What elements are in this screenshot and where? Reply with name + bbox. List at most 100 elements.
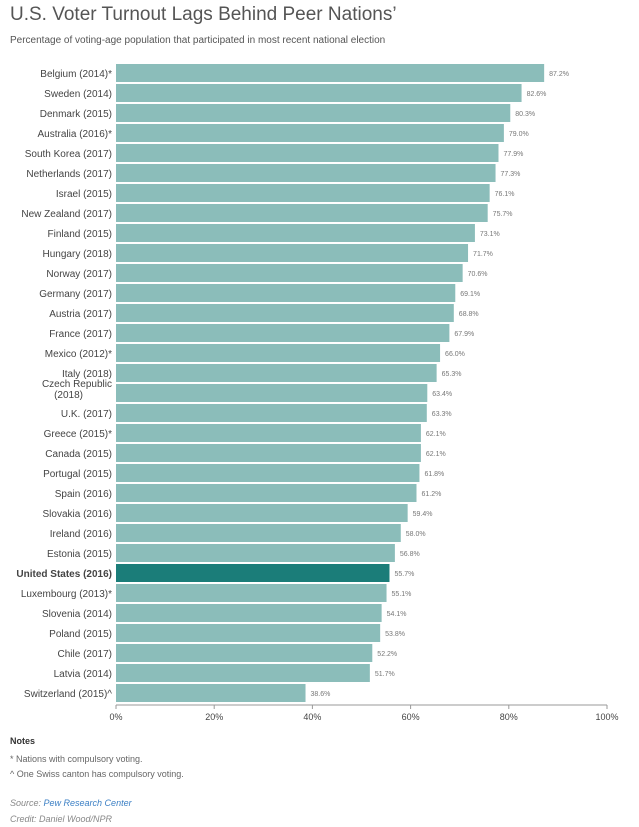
category-label: South Korea (2017): [25, 149, 112, 160]
category-label: Denmark (2015): [40, 109, 112, 120]
category-label: Slovenia (2014): [42, 609, 112, 620]
bar: [116, 204, 488, 222]
bar: [116, 484, 417, 502]
bar: [116, 224, 475, 242]
value-label: 77.3%: [501, 171, 521, 178]
value-label: 38.6%: [311, 691, 331, 698]
x-tick-label: 20%: [205, 712, 223, 722]
category-label: Mexico (2012)*: [45, 349, 112, 360]
x-tick-label: 0%: [109, 712, 122, 722]
category-label: Estonia (2015): [47, 549, 112, 560]
bar: [116, 444, 421, 462]
bar: [116, 684, 306, 702]
bar: [116, 84, 522, 102]
note-swiss-canton: ^ One Swiss canton has compulsory voting…: [10, 769, 184, 779]
category-label: Latvia (2014): [54, 669, 112, 680]
value-label: 61.8%: [424, 471, 444, 478]
x-tick-label: 100%: [595, 712, 618, 722]
value-label: 70.6%: [468, 271, 488, 278]
bar: [116, 504, 408, 522]
category-label: Italy (2018): [62, 369, 112, 380]
value-label: 63.4%: [432, 391, 452, 398]
bar: [116, 584, 387, 602]
bar: [116, 264, 463, 282]
source-prefix: Source:: [10, 798, 44, 808]
category-label: Slovakia (2016): [43, 509, 112, 520]
category-label: Norway (2017): [46, 269, 112, 280]
category-label: New Zealand (2017): [21, 209, 112, 220]
bar: [116, 324, 450, 342]
bar: [116, 104, 511, 122]
bar: [116, 464, 420, 482]
bar: [116, 364, 437, 382]
category-label: Chile (2017): [58, 649, 112, 660]
category-label: Portugal (2015): [43, 469, 112, 480]
value-label: 82.6%: [527, 91, 547, 98]
value-label: 62.1%: [426, 431, 446, 438]
bar: [116, 184, 490, 202]
x-tick-label: 80%: [500, 712, 518, 722]
chart-subtitle: Percentage of voting-age population that…: [10, 35, 386, 46]
category-label: Switzerland (2015)^: [24, 689, 112, 700]
bar: [116, 664, 370, 682]
value-label: 55.1%: [392, 591, 412, 598]
category-label: Sweden (2014): [44, 89, 112, 100]
category-label: Canada (2015): [45, 449, 112, 460]
source-line: Source: Pew Research Center: [10, 798, 132, 808]
value-label: 68.8%: [459, 311, 479, 318]
value-label: 66.0%: [445, 351, 465, 358]
bar: [116, 424, 421, 442]
note-compulsory: * Nations with compulsory voting.: [10, 754, 143, 764]
category-label: U.K. (2017): [61, 409, 112, 420]
category-label: Hungary (2018): [43, 249, 112, 260]
bar: [116, 64, 545, 82]
bar: [116, 524, 401, 542]
value-label: 63.3%: [432, 411, 452, 418]
value-label: 61.2%: [421, 491, 441, 498]
bar: [116, 544, 395, 562]
value-label: 79.0%: [509, 131, 529, 138]
value-label: 76.1%: [495, 191, 515, 198]
value-label: 59.4%: [413, 511, 433, 518]
category-label: Poland (2015): [49, 629, 112, 640]
value-label: 52.2%: [377, 651, 397, 658]
value-label: 67.9%: [454, 331, 474, 338]
bar: [116, 124, 504, 142]
value-label: 53.8%: [385, 631, 405, 638]
bar: [116, 284, 456, 302]
category-label: Ireland (2016): [50, 529, 112, 540]
chart-title: U.S. Voter Turnout Lags Behind Peer Nati…: [10, 4, 397, 25]
x-tick-label: 40%: [303, 712, 321, 722]
value-label: 75.7%: [493, 211, 513, 218]
value-label: 69.1%: [460, 291, 480, 298]
value-label: 73.1%: [480, 231, 500, 238]
value-label: 56.8%: [400, 551, 420, 558]
notes-heading: Notes: [10, 736, 36, 746]
bar: [116, 404, 427, 422]
value-label: 65.3%: [442, 371, 462, 378]
bar: [116, 244, 469, 262]
value-label: 54.1%: [387, 611, 407, 618]
value-label: 62.1%: [426, 451, 446, 458]
category-label: Germany (2017): [39, 289, 112, 300]
category-label: Netherlands (2017): [26, 169, 112, 180]
bar: [116, 644, 373, 662]
category-label: Greece (2015)*: [44, 429, 112, 440]
category-label: Finland (2015): [48, 229, 112, 240]
category-label: Luxembourg (2013)*: [21, 589, 112, 600]
bar: [116, 164, 496, 182]
bar-highlight: [116, 564, 390, 582]
category-label: Czech Republic (2018): [42, 379, 112, 401]
value-label: 55.7%: [394, 571, 414, 578]
category-label: Israel (2015): [56, 189, 112, 200]
source-link[interactable]: Pew Research Center: [43, 798, 132, 808]
bar: [116, 144, 499, 162]
value-label: 71.7%: [473, 251, 493, 258]
bar: [116, 344, 441, 362]
value-label: 77.9%: [503, 151, 523, 158]
x-tick-label: 60%: [402, 712, 420, 722]
credit-line: Credit: Daniel Wood/NPR: [10, 814, 113, 824]
bar: [116, 604, 382, 622]
category-label: Belgium (2014)*: [40, 69, 112, 80]
category-label: United States (2016): [16, 569, 112, 580]
